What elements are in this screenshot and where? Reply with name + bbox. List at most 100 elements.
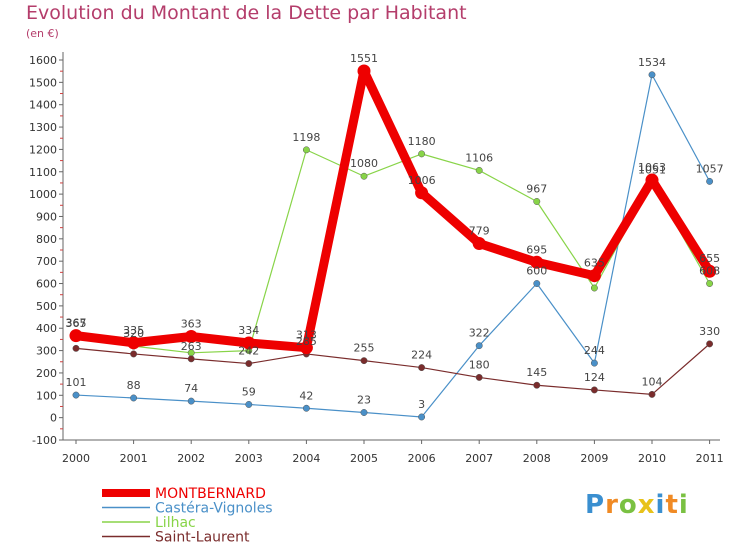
y-tick-label: -100 bbox=[32, 434, 57, 447]
data-label: 363 bbox=[181, 318, 202, 331]
series-line-cast-ra-vignoles bbox=[75, 74, 711, 418]
x-tick-label: 2008 bbox=[523, 452, 551, 465]
data-label: 263 bbox=[181, 340, 202, 353]
data-point bbox=[648, 71, 656, 79]
chart-title: Evolution du Montant de la Dette par Hab… bbox=[26, 2, 467, 24]
data-label: 367 bbox=[66, 317, 87, 330]
y-tick-label: 500 bbox=[36, 300, 57, 313]
data-label: 967 bbox=[526, 182, 547, 195]
data-point bbox=[360, 357, 368, 365]
data-point bbox=[360, 172, 368, 180]
data-label: 242 bbox=[238, 345, 259, 358]
data-label: 1057 bbox=[696, 162, 724, 175]
data-point bbox=[587, 269, 601, 283]
y-tick-label: 1000 bbox=[29, 188, 57, 201]
data-label: 23 bbox=[357, 394, 371, 407]
data-label: 244 bbox=[584, 344, 605, 357]
data-point bbox=[302, 146, 310, 154]
data-point bbox=[360, 409, 368, 416]
data-label: 1180 bbox=[408, 135, 436, 148]
legend-label: Castéra-Vignoles bbox=[155, 501, 273, 517]
data-point bbox=[590, 359, 598, 367]
data-label: 1106 bbox=[465, 151, 493, 164]
data-point bbox=[530, 255, 544, 269]
data-point bbox=[706, 340, 714, 348]
proxiti-logo: Proxiti bbox=[585, 490, 689, 520]
data-label: 285 bbox=[296, 335, 317, 348]
series-line-saint-laurent bbox=[75, 343, 711, 395]
y-tick-label: 1200 bbox=[29, 143, 57, 156]
x-tick-label: 2000 bbox=[62, 452, 90, 465]
data-label: 224 bbox=[411, 349, 432, 362]
data-label: 695 bbox=[526, 243, 547, 256]
x-tick-label: 2001 bbox=[120, 452, 148, 465]
data-point bbox=[703, 264, 717, 278]
data-point bbox=[418, 364, 426, 372]
data-point bbox=[533, 198, 541, 205]
data-label: 255 bbox=[354, 342, 375, 355]
data-label: 88 bbox=[127, 379, 141, 392]
data-point bbox=[187, 397, 195, 405]
data-point bbox=[357, 64, 371, 78]
y-tick-label: 200 bbox=[36, 367, 57, 380]
legend-label: Lilhac bbox=[155, 515, 196, 531]
data-label: 180 bbox=[469, 358, 490, 371]
data-label: 1551 bbox=[350, 52, 378, 65]
data-point bbox=[415, 186, 429, 200]
data-point bbox=[475, 342, 483, 350]
y-tick-label: 1400 bbox=[29, 99, 57, 112]
x-tick-label: 2003 bbox=[235, 452, 263, 465]
y-tick-label: 800 bbox=[36, 233, 57, 246]
data-label: 335 bbox=[123, 324, 144, 337]
legend-label: Saint-Laurent bbox=[155, 530, 250, 546]
data-label: 779 bbox=[469, 225, 490, 238]
data-label: 330 bbox=[699, 325, 720, 338]
series-line-lilhac bbox=[75, 149, 711, 354]
chart-subtitle: (en €) bbox=[26, 27, 59, 40]
data-label: 1051 bbox=[638, 164, 666, 177]
data-label: 145 bbox=[526, 366, 547, 379]
data-label: 104 bbox=[642, 375, 663, 388]
data-label: 42 bbox=[299, 389, 313, 402]
data-label: 600 bbox=[526, 265, 547, 278]
x-tick-label: 2005 bbox=[350, 452, 378, 465]
data-label: 74 bbox=[184, 382, 198, 395]
y-tick-label: 100 bbox=[36, 389, 57, 402]
data-point bbox=[533, 280, 541, 287]
y-tick-label: 1600 bbox=[29, 54, 57, 67]
data-point bbox=[533, 381, 541, 389]
data-point bbox=[648, 390, 656, 398]
data-label: 608 bbox=[699, 265, 720, 278]
y-tick-label: 1500 bbox=[29, 76, 57, 89]
legend-label: MONTBERNARD bbox=[155, 486, 266, 502]
series-line-montbernard bbox=[71, 66, 715, 353]
data-label: 655 bbox=[699, 252, 720, 265]
data-point bbox=[590, 386, 598, 394]
data-label: 59 bbox=[242, 385, 256, 398]
data-point bbox=[418, 150, 426, 158]
data-label: 365 bbox=[66, 317, 87, 330]
data-label: 635 bbox=[584, 257, 605, 270]
y-tick-label: 400 bbox=[36, 322, 57, 335]
data-point bbox=[706, 280, 714, 287]
data-point bbox=[127, 336, 141, 350]
x-tick-label: 2006 bbox=[408, 452, 436, 465]
data-point bbox=[472, 237, 486, 251]
x-tick-label: 2010 bbox=[638, 452, 666, 465]
data-point bbox=[242, 336, 256, 350]
data-label: 1063 bbox=[638, 161, 666, 174]
y-tick-label: 1300 bbox=[29, 121, 57, 134]
x-tick-label: 2011 bbox=[696, 452, 724, 465]
data-point bbox=[72, 344, 80, 352]
x-tick-label: 2009 bbox=[580, 452, 608, 465]
y-tick-label: 900 bbox=[36, 210, 57, 223]
x-tick-label: 2007 bbox=[465, 452, 493, 465]
data-point bbox=[130, 394, 138, 402]
data-point bbox=[645, 173, 659, 187]
data-point bbox=[69, 329, 83, 343]
data-point bbox=[475, 166, 483, 174]
data-label: 320 bbox=[123, 327, 144, 340]
y-tick-label: 600 bbox=[36, 278, 57, 291]
data-label: 1534 bbox=[638, 56, 666, 69]
